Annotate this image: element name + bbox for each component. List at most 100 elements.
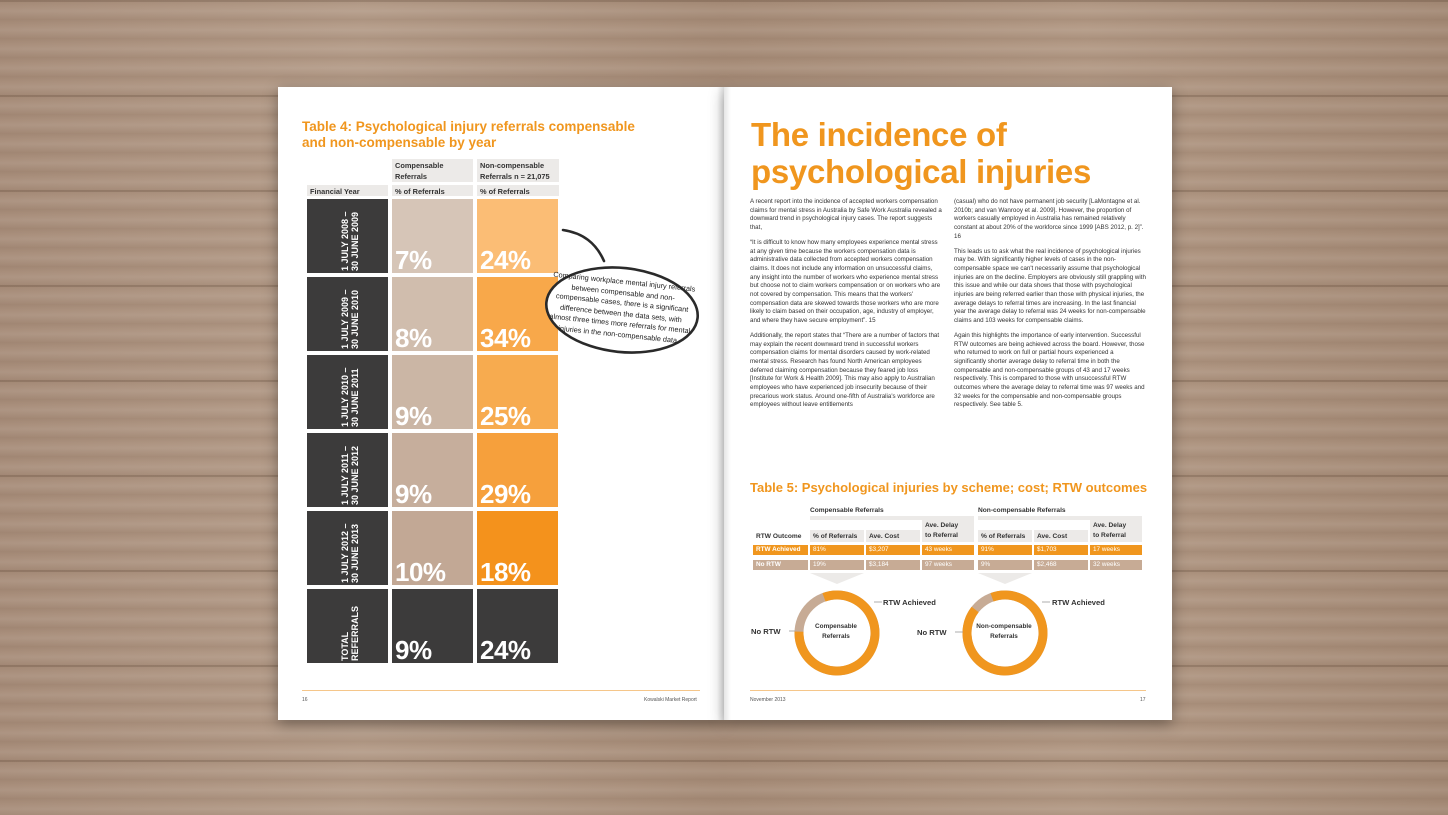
donut-compensable	[794, 590, 880, 676]
paragraph: A recent report into the incidence of ac…	[750, 198, 942, 232]
comp-percentage-cell: 9%	[392, 433, 473, 509]
left-footer-title: Kowalski Market Report	[644, 697, 697, 703]
year-label-line: 1 JULY 2009 –	[340, 289, 350, 349]
year-label-cell: 1 JULY 2010 –30 JUNE 2011	[307, 355, 388, 429]
noncomp-referrals-header: Non-compensable Referrals n = 21,075	[477, 159, 559, 182]
table5-row-outcome: RTW Achieved	[753, 545, 808, 555]
year-label-line: 1 JULY 2008 –	[340, 211, 350, 271]
paragraph: (casual) who do not have permanent job s…	[954, 198, 1144, 240]
right-footer-date: November 2013	[750, 697, 786, 703]
noncomp-percentage-cell: 24%	[477, 589, 558, 665]
book-spine-shadow	[717, 87, 731, 720]
comp-percentage-value: 9%	[395, 401, 432, 431]
table5-cell: 91%	[978, 545, 1032, 555]
page-title: The incidence of psychological injuries	[751, 116, 1091, 190]
year-label-text: 1 JULY 2011 –30 JUNE 2012	[340, 433, 360, 505]
noncomp-percentage-value: 18%	[480, 557, 531, 587]
donut-center-label: Compensable Referrals	[815, 623, 857, 640]
donut-rtw-achieved-segment	[962, 590, 1048, 676]
donut-charts	[794, 573, 1048, 676]
year-label-line: 1 JULY 2011 –	[340, 445, 350, 505]
funnel-arrow	[810, 573, 864, 584]
table5-group-noncompensable: Non-compensable Referrals	[978, 507, 1142, 520]
right-page: The incidence of psychological injuries …	[724, 87, 1172, 720]
donut-center-label: Non-compensable Referrals	[976, 623, 1032, 640]
year-label-line: 1 JULY 2012 –	[340, 523, 350, 583]
funnel-arrow	[978, 573, 1032, 584]
noncomp-percentage-value: 29%	[480, 479, 531, 509]
year-label-text: 1 JULY 2009 –30 JUNE 2010	[340, 277, 360, 349]
table5-cell: $1,703	[1034, 545, 1088, 555]
noncomp-percentage-value: 25%	[480, 401, 531, 431]
table5-cell: 17 weeks	[1090, 545, 1142, 555]
rtw-achieved-label: RTW Achieved	[1052, 598, 1105, 607]
year-label-text: TOTAL REFERRALS	[340, 589, 360, 661]
left-footer-rule	[302, 690, 700, 691]
noncomp-percentage-cell: 24%	[477, 199, 558, 275]
year-label-cell: 1 JULY 2009 –30 JUNE 2010	[307, 277, 388, 351]
comp-percentage-cell: 8%	[392, 277, 473, 353]
right-page-number: 17	[1140, 697, 1146, 703]
paragraph: Additionally, the report states that “Th…	[750, 331, 940, 409]
year-label-line: 30 JUNE 2009	[350, 211, 360, 271]
comp-percentage-value: 9%	[395, 635, 432, 665]
table5-cell: 43 weeks	[922, 545, 974, 555]
comp-percentage-cell: 7%	[392, 199, 473, 275]
comp-percentage-value: 10%	[395, 557, 446, 587]
year-label-line: TOTAL	[340, 631, 350, 661]
comp-percentage-value: 7%	[395, 245, 432, 275]
no-rtw-label: No RTW	[751, 627, 781, 636]
table5-col-cost: Ave. Cost	[1034, 530, 1088, 542]
noncomp-percentage-cell: 34%	[477, 277, 558, 353]
donut-rtw-achieved-segment	[794, 590, 880, 676]
comp-percentage-cell: 9%	[392, 355, 473, 431]
year-label-line: REFERRALS	[350, 605, 360, 661]
table5-cell: $2,468	[1034, 560, 1088, 570]
comp-percentage-cell: 10%	[392, 511, 473, 587]
year-label-line: 30 JUNE 2013	[350, 523, 360, 583]
text-column-2: (casual) who do not have permanent job s…	[954, 198, 1146, 416]
year-label-text: 1 JULY 2010 –30 JUNE 2011	[340, 355, 360, 427]
noncomp-percentage-cell: 25%	[477, 355, 558, 431]
table4-title: Table 4: Psychological injury referrals …	[302, 119, 635, 150]
comp-percentage-value: 8%	[395, 323, 432, 353]
table5-col-pct: % of Referrals	[810, 530, 864, 542]
comp-referrals-header: Compensable Referrals n = 74,395	[392, 159, 473, 192]
paragraph: Again this highlights the importance of …	[954, 331, 1145, 409]
table5-row-outcome: No RTW	[753, 560, 808, 570]
noncomp-percentage-cell: 29%	[477, 433, 558, 509]
year-label-cell: 1 JULY 2012 –30 JUNE 2013	[307, 511, 388, 585]
table5-cell: 81%	[810, 545, 864, 555]
year-label-text: 1 JULY 2012 –30 JUNE 2013	[340, 511, 360, 583]
year-label-line: 30 JUNE 2011	[350, 368, 360, 427]
noncomp-percentage-value: 24%	[480, 635, 531, 665]
donut-noncompensable	[962, 590, 1048, 676]
table5-col-delay: Ave. Delay to Referral	[922, 519, 974, 542]
year-label-line: 30 JUNE 2010	[350, 289, 360, 349]
table5-cell: $3,207	[866, 545, 920, 555]
table5-col-outcome: RTW Outcome	[756, 533, 802, 540]
speech-bubble-text: Comparing workplace mental injury referr…	[549, 269, 696, 345]
table5-cell: $3,184	[866, 560, 920, 570]
text-column-1: A recent report into the incidence of ac…	[750, 198, 942, 416]
noncomp-pct-header: % of Referrals	[477, 185, 559, 196]
table5-group-compensable: Compensable Referrals	[810, 507, 974, 520]
paragraph: This leads us to ask what the real incid…	[954, 247, 1146, 325]
year-label-text: 1 JULY 2008 –30 JUNE 2009	[340, 199, 360, 271]
table5-col-delay: Ave. Delay to Referral	[1090, 519, 1142, 542]
year-label-cell: 1 JULY 2011 –30 JUNE 2012	[307, 433, 388, 507]
table5-col-cost: Ave. Cost	[866, 530, 920, 542]
noncomp-percentage-value: 34%	[480, 323, 531, 353]
right-footer-rule	[750, 690, 1146, 691]
table5-title: Table 5: Psychological injuries by schem…	[750, 480, 1148, 495]
year-label-cell: 1 JULY 2008 –30 JUNE 2009	[307, 199, 388, 273]
noncomp-percentage-cell: 18%	[477, 511, 558, 587]
table5-cell: 9%	[978, 560, 1032, 570]
comp-percentage-cell: 9%	[392, 589, 473, 665]
table5-cell: 19%	[810, 560, 864, 570]
noncomp-percentage-value: 24%	[480, 245, 531, 275]
left-page: Table 4: Psychological injury referrals …	[278, 87, 724, 720]
table5-cell: 32 weeks	[1090, 560, 1142, 570]
table5-col-pct: % of Referrals	[978, 530, 1032, 542]
no-rtw-label: No RTW	[917, 628, 947, 637]
